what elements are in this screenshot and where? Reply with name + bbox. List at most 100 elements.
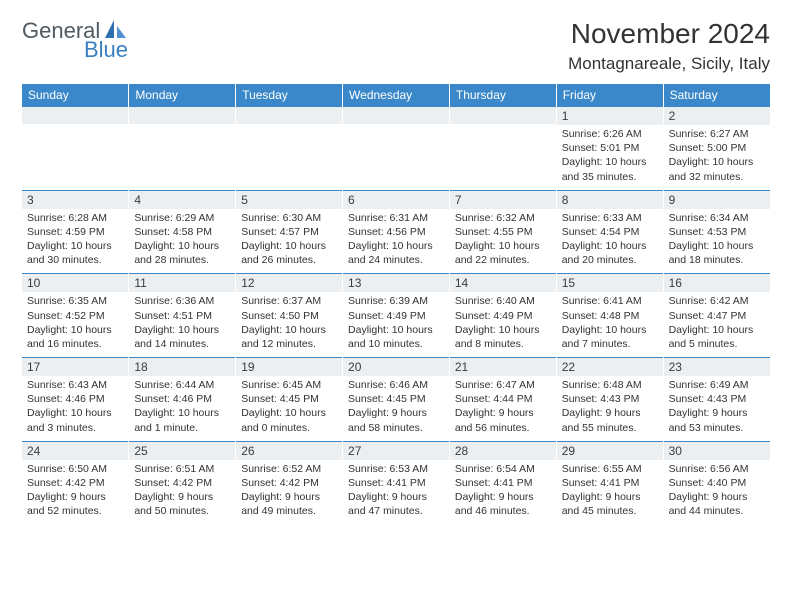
sunset-line: Sunset: 4:45 PM xyxy=(241,392,337,406)
day-content: Sunrise: 6:31 AMSunset: 4:56 PMDaylight:… xyxy=(343,209,449,274)
day-number: 18 xyxy=(129,358,235,376)
calendar-cell: 23Sunrise: 6:49 AMSunset: 4:43 PMDayligh… xyxy=(663,358,770,442)
calendar-cell: 10Sunrise: 6:35 AMSunset: 4:52 PMDayligh… xyxy=(22,274,129,358)
daylight-line: Daylight: 9 hours and 44 minutes. xyxy=(669,490,765,518)
day-number: 27 xyxy=(343,442,449,460)
calendar-cell: 17Sunrise: 6:43 AMSunset: 4:46 PMDayligh… xyxy=(22,358,129,442)
daylight-line: Daylight: 10 hours and 18 minutes. xyxy=(669,239,765,267)
sunrise-line: Sunrise: 6:55 AM xyxy=(562,462,658,476)
day-content: Sunrise: 6:46 AMSunset: 4:45 PMDaylight:… xyxy=(343,376,449,441)
day-number: 11 xyxy=(129,274,235,292)
daylight-line: Daylight: 10 hours and 14 minutes. xyxy=(134,323,230,351)
daylight-line: Daylight: 10 hours and 5 minutes. xyxy=(669,323,765,351)
daylight-line: Daylight: 9 hours and 45 minutes. xyxy=(562,490,658,518)
day-content xyxy=(129,124,235,182)
day-number: 6 xyxy=(343,191,449,209)
day-number: 28 xyxy=(450,442,556,460)
sunrise-line: Sunrise: 6:30 AM xyxy=(241,211,337,225)
sunrise-line: Sunrise: 6:39 AM xyxy=(348,294,444,308)
sunset-line: Sunset: 4:52 PM xyxy=(27,309,123,323)
day-content: Sunrise: 6:32 AMSunset: 4:55 PMDaylight:… xyxy=(450,209,556,274)
calendar-cell: 7Sunrise: 6:32 AMSunset: 4:55 PMDaylight… xyxy=(449,190,556,274)
day-content: Sunrise: 6:36 AMSunset: 4:51 PMDaylight:… xyxy=(129,292,235,357)
day-content: Sunrise: 6:35 AMSunset: 4:52 PMDaylight:… xyxy=(22,292,128,357)
weekday-header: Friday xyxy=(556,84,663,107)
calendar-cell: 1Sunrise: 6:26 AMSunset: 5:01 PMDaylight… xyxy=(556,107,663,191)
day-content: Sunrise: 6:28 AMSunset: 4:59 PMDaylight:… xyxy=(22,209,128,274)
month-title: November 2024 xyxy=(568,18,770,50)
day-content: Sunrise: 6:41 AMSunset: 4:48 PMDaylight:… xyxy=(557,292,663,357)
sunset-line: Sunset: 4:56 PM xyxy=(348,225,444,239)
sunrise-line: Sunrise: 6:42 AM xyxy=(669,294,765,308)
daylight-line: Daylight: 10 hours and 1 minute. xyxy=(134,406,230,434)
day-number: 1 xyxy=(557,107,663,125)
calendar-cell: 11Sunrise: 6:36 AMSunset: 4:51 PMDayligh… xyxy=(129,274,236,358)
calendar-cell: 28Sunrise: 6:54 AMSunset: 4:41 PMDayligh… xyxy=(449,441,556,524)
sunrise-line: Sunrise: 6:29 AM xyxy=(134,211,230,225)
day-content xyxy=(450,124,556,182)
calendar-cell: 12Sunrise: 6:37 AMSunset: 4:50 PMDayligh… xyxy=(236,274,343,358)
daylight-line: Daylight: 9 hours and 56 minutes. xyxy=(455,406,551,434)
sunrise-line: Sunrise: 6:33 AM xyxy=(562,211,658,225)
day-number: 4 xyxy=(129,191,235,209)
sunset-line: Sunset: 4:44 PM xyxy=(455,392,551,406)
calendar-cell: 8Sunrise: 6:33 AMSunset: 4:54 PMDaylight… xyxy=(556,190,663,274)
day-number: 29 xyxy=(557,442,663,460)
day-content: Sunrise: 6:42 AMSunset: 4:47 PMDaylight:… xyxy=(664,292,770,357)
sunrise-line: Sunrise: 6:47 AM xyxy=(455,378,551,392)
header: General Blue November 2024 Montagnareale… xyxy=(22,18,770,74)
sunrise-line: Sunrise: 6:46 AM xyxy=(348,378,444,392)
sunset-line: Sunset: 4:48 PM xyxy=(562,309,658,323)
calendar-week-row: 17Sunrise: 6:43 AMSunset: 4:46 PMDayligh… xyxy=(22,358,770,442)
day-number: 17 xyxy=(22,358,128,376)
sunrise-line: Sunrise: 6:48 AM xyxy=(562,378,658,392)
weekday-header: Sunday xyxy=(22,84,129,107)
sunrise-line: Sunrise: 6:40 AM xyxy=(455,294,551,308)
calendar-week-row: 3Sunrise: 6:28 AMSunset: 4:59 PMDaylight… xyxy=(22,190,770,274)
calendar-cell: 30Sunrise: 6:56 AMSunset: 4:40 PMDayligh… xyxy=(663,441,770,524)
day-number xyxy=(129,107,235,124)
day-content: Sunrise: 6:53 AMSunset: 4:41 PMDaylight:… xyxy=(343,460,449,525)
weekday-header: Wednesday xyxy=(343,84,450,107)
day-content: Sunrise: 6:47 AMSunset: 4:44 PMDaylight:… xyxy=(450,376,556,441)
sunrise-line: Sunrise: 6:41 AM xyxy=(562,294,658,308)
sunset-line: Sunset: 4:51 PM xyxy=(134,309,230,323)
daylight-line: Daylight: 10 hours and 16 minutes. xyxy=(27,323,123,351)
day-content: Sunrise: 6:52 AMSunset: 4:42 PMDaylight:… xyxy=(236,460,342,525)
calendar-cell xyxy=(236,107,343,191)
day-number: 10 xyxy=(22,274,128,292)
calendar-cell: 19Sunrise: 6:45 AMSunset: 4:45 PMDayligh… xyxy=(236,358,343,442)
daylight-line: Daylight: 10 hours and 26 minutes. xyxy=(241,239,337,267)
calendar-cell: 22Sunrise: 6:48 AMSunset: 4:43 PMDayligh… xyxy=(556,358,663,442)
sunset-line: Sunset: 4:42 PM xyxy=(134,476,230,490)
sunset-line: Sunset: 4:54 PM xyxy=(562,225,658,239)
weekday-header-row: Sunday Monday Tuesday Wednesday Thursday… xyxy=(22,84,770,107)
calendar-cell: 6Sunrise: 6:31 AMSunset: 4:56 PMDaylight… xyxy=(343,190,450,274)
daylight-line: Daylight: 10 hours and 28 minutes. xyxy=(134,239,230,267)
sunset-line: Sunset: 4:41 PM xyxy=(455,476,551,490)
daylight-line: Daylight: 10 hours and 3 minutes. xyxy=(27,406,123,434)
day-number: 26 xyxy=(236,442,342,460)
calendar-table: Sunday Monday Tuesday Wednesday Thursday… xyxy=(22,84,770,524)
day-number xyxy=(22,107,128,124)
day-number: 12 xyxy=(236,274,342,292)
sunrise-line: Sunrise: 6:54 AM xyxy=(455,462,551,476)
day-content: Sunrise: 6:39 AMSunset: 4:49 PMDaylight:… xyxy=(343,292,449,357)
calendar-cell: 21Sunrise: 6:47 AMSunset: 4:44 PMDayligh… xyxy=(449,358,556,442)
daylight-line: Daylight: 10 hours and 8 minutes. xyxy=(455,323,551,351)
sunset-line: Sunset: 4:57 PM xyxy=(241,225,337,239)
sunset-line: Sunset: 4:43 PM xyxy=(562,392,658,406)
calendar-cell: 25Sunrise: 6:51 AMSunset: 4:42 PMDayligh… xyxy=(129,441,236,524)
day-number xyxy=(450,107,556,124)
calendar-cell: 20Sunrise: 6:46 AMSunset: 4:45 PMDayligh… xyxy=(343,358,450,442)
day-content: Sunrise: 6:44 AMSunset: 4:46 PMDaylight:… xyxy=(129,376,235,441)
calendar-cell: 13Sunrise: 6:39 AMSunset: 4:49 PMDayligh… xyxy=(343,274,450,358)
calendar-cell: 29Sunrise: 6:55 AMSunset: 4:41 PMDayligh… xyxy=(556,441,663,524)
day-number: 30 xyxy=(664,442,770,460)
sunrise-line: Sunrise: 6:28 AM xyxy=(27,211,123,225)
sunrise-line: Sunrise: 6:36 AM xyxy=(134,294,230,308)
sunset-line: Sunset: 4:46 PM xyxy=(134,392,230,406)
daylight-line: Daylight: 10 hours and 12 minutes. xyxy=(241,323,337,351)
sunrise-line: Sunrise: 6:50 AM xyxy=(27,462,123,476)
calendar-cell xyxy=(129,107,236,191)
